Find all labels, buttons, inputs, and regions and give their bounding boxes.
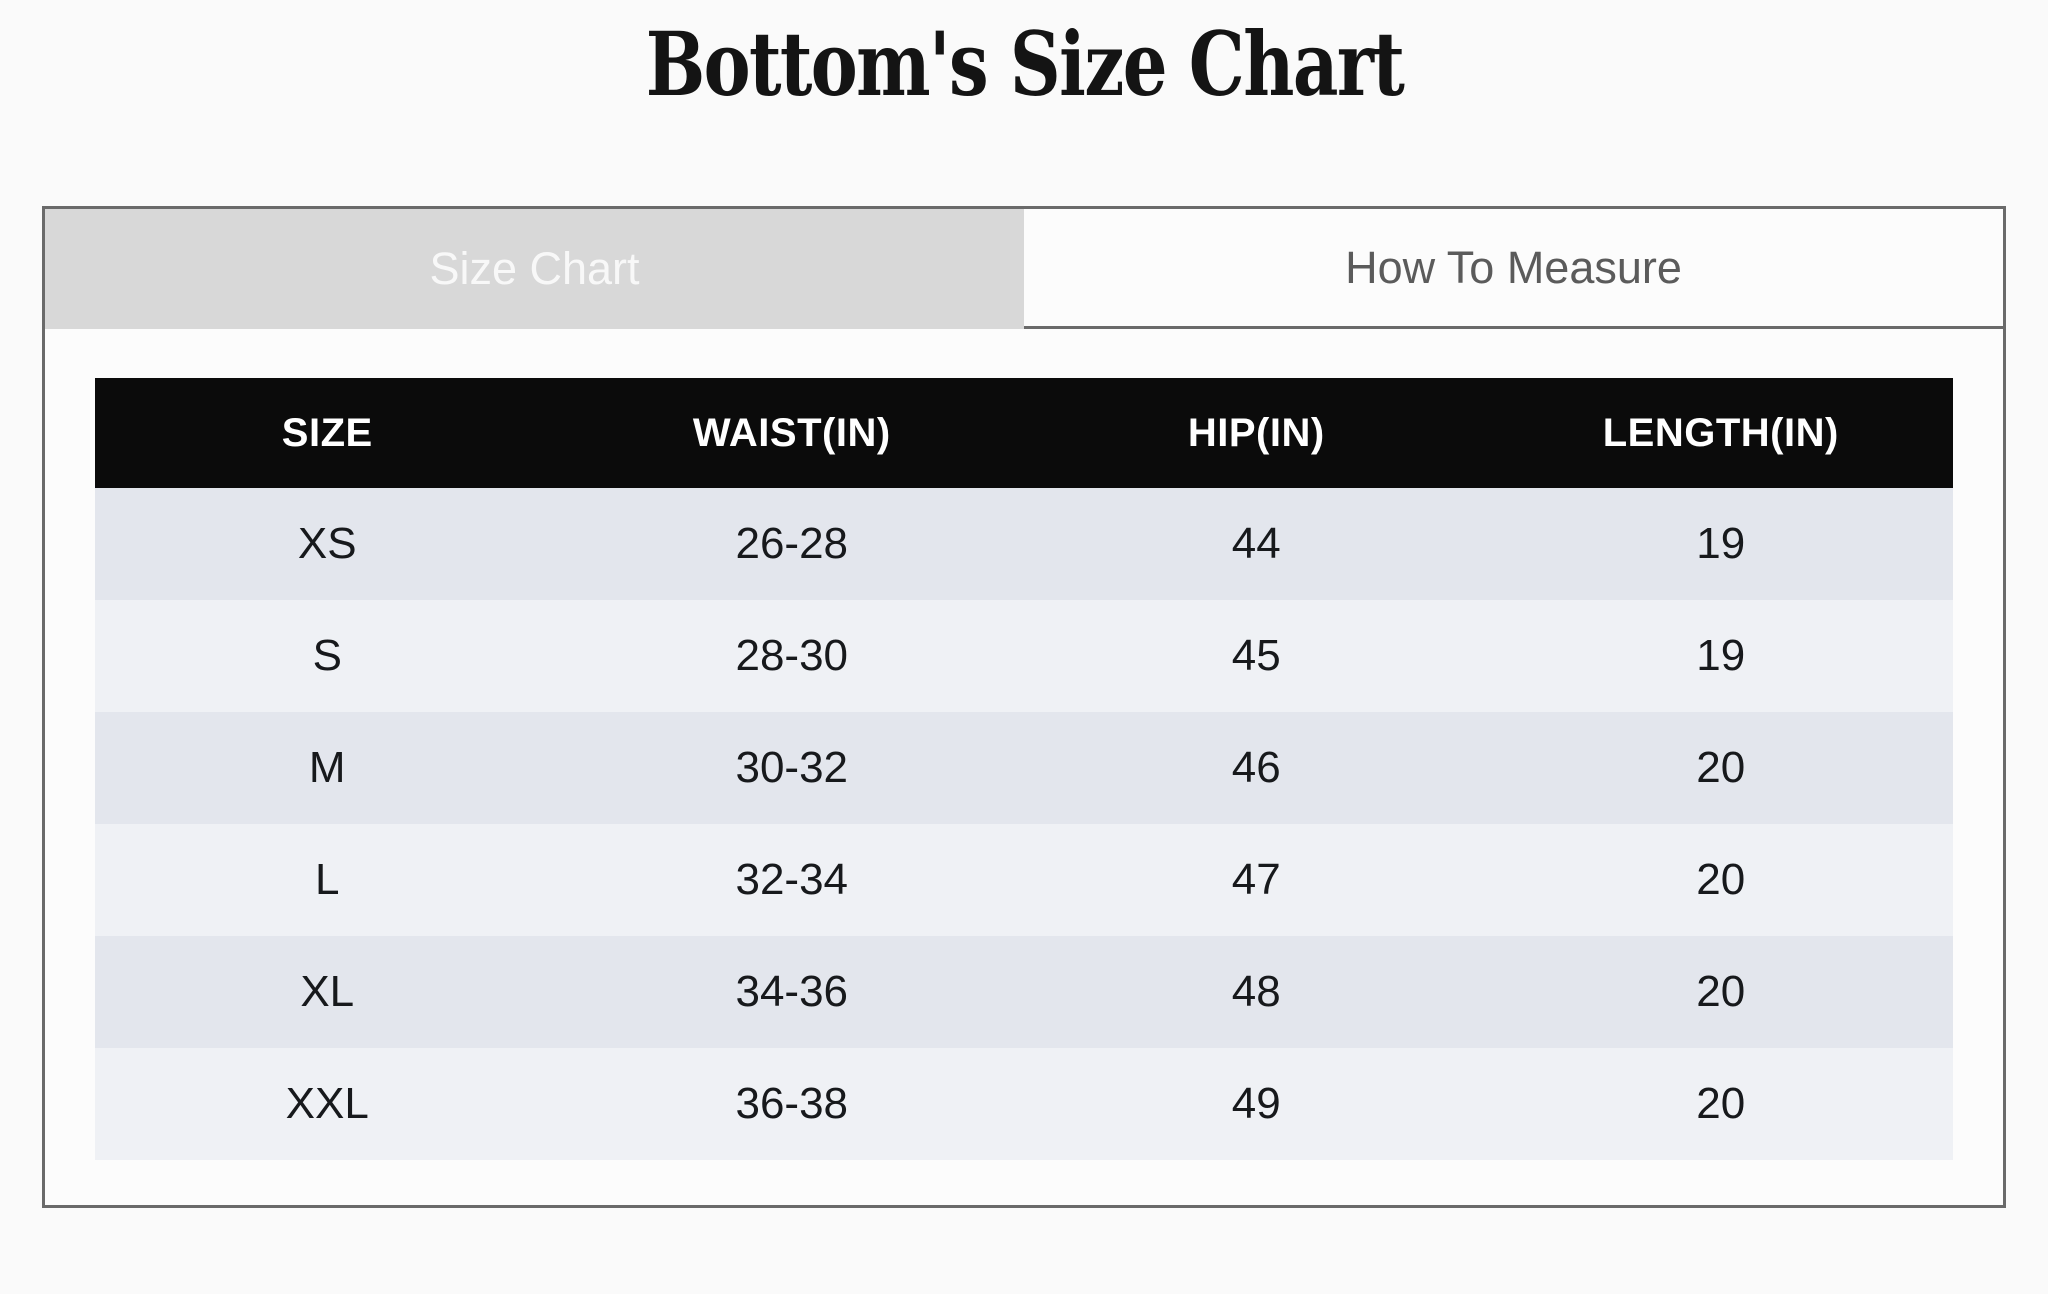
cell-length: 19 xyxy=(1488,600,1953,712)
cell-waist: 34-36 xyxy=(559,936,1024,1048)
table-row: S 28-30 45 19 xyxy=(95,600,1953,712)
size-chart-content: SIZE WAIST(IN) HIP(IN) LENGTH(IN) XS 26-… xyxy=(45,329,2003,1205)
size-chart-panel: Size Chart How To Measure SIZE WAIST(IN)… xyxy=(42,206,2006,1208)
cell-waist: 30-32 xyxy=(559,712,1024,824)
cell-length: 20 xyxy=(1488,936,1953,1048)
column-header-hip: HIP(IN) xyxy=(1024,378,1489,488)
cell-length: 19 xyxy=(1488,488,1953,600)
tab-how-to-measure-label: How To Measure xyxy=(1345,241,1682,293)
table-row: L 32-34 47 20 xyxy=(95,824,1953,936)
tab-size-chart[interactable]: Size Chart xyxy=(45,209,1024,329)
cell-hip: 46 xyxy=(1024,712,1489,824)
column-header-length: LENGTH(IN) xyxy=(1488,378,1953,488)
cell-hip: 47 xyxy=(1024,824,1489,936)
table-row: XXL 36-38 49 20 xyxy=(95,1048,1953,1160)
tab-how-to-measure[interactable]: How To Measure xyxy=(1024,209,2003,329)
cell-length: 20 xyxy=(1488,824,1953,936)
cell-waist: 32-34 xyxy=(559,824,1024,936)
cell-waist: 28-30 xyxy=(559,600,1024,712)
cell-size: S xyxy=(95,600,560,712)
size-table: SIZE WAIST(IN) HIP(IN) LENGTH(IN) XS 26-… xyxy=(95,378,1953,1160)
table-header-row: SIZE WAIST(IN) HIP(IN) LENGTH(IN) xyxy=(95,378,1953,488)
cell-length: 20 xyxy=(1488,712,1953,824)
column-header-size: SIZE xyxy=(95,378,560,488)
page-title: Bottom's Size Chart xyxy=(645,12,1404,116)
cell-size: L xyxy=(95,824,560,936)
tab-bar: Size Chart How To Measure xyxy=(45,209,2003,329)
table-row: XS 26-28 44 19 xyxy=(95,488,1953,600)
cell-hip: 45 xyxy=(1024,600,1489,712)
table-row: M 30-32 46 20 xyxy=(95,712,1953,824)
cell-length: 20 xyxy=(1488,1048,1953,1160)
cell-hip: 49 xyxy=(1024,1048,1489,1160)
cell-hip: 48 xyxy=(1024,936,1489,1048)
cell-waist: 26-28 xyxy=(559,488,1024,600)
tab-size-chart-label: Size Chart xyxy=(429,243,640,294)
column-header-waist: WAIST(IN) xyxy=(559,378,1024,488)
cell-size: M xyxy=(95,712,560,824)
cell-size: XS xyxy=(95,488,560,600)
cell-size: XXL xyxy=(95,1048,560,1160)
table-row: XL 34-36 48 20 xyxy=(95,936,1953,1048)
cell-size: XL xyxy=(95,936,560,1048)
cell-waist: 36-38 xyxy=(559,1048,1024,1160)
cell-hip: 44 xyxy=(1024,488,1489,600)
